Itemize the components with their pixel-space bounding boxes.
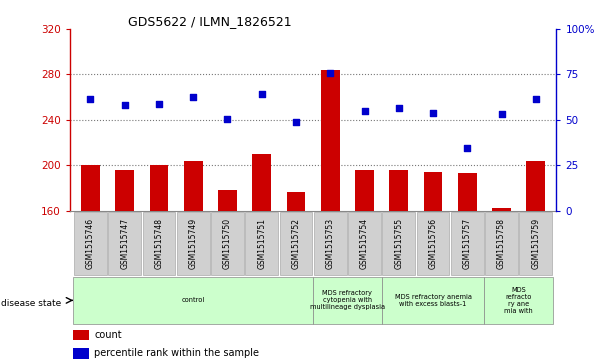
Point [497, 111, 506, 117]
FancyBboxPatch shape [177, 212, 210, 275]
FancyBboxPatch shape [74, 212, 107, 275]
Text: GDS5622 / ILMN_1826521: GDS5622 / ILMN_1826521 [128, 15, 292, 28]
Text: MDS
refracto
ry ane
mia with: MDS refracto ry ane mia with [504, 287, 533, 314]
Text: GSM1515748: GSM1515748 [154, 218, 164, 269]
FancyBboxPatch shape [348, 212, 381, 275]
Text: GSM1515752: GSM1515752 [291, 218, 300, 269]
FancyBboxPatch shape [382, 277, 485, 325]
Point [428, 110, 438, 116]
Bar [321, 70, 340, 211]
Text: disease state: disease state [1, 299, 61, 307]
Point [120, 102, 130, 108]
FancyBboxPatch shape [382, 212, 415, 275]
Text: control: control [182, 297, 205, 303]
Bar [458, 173, 477, 211]
Point [325, 70, 335, 76]
Text: GSM1515756: GSM1515756 [429, 218, 438, 269]
Text: MDS refractory anemia
with excess blasts-1: MDS refractory anemia with excess blasts… [395, 294, 472, 307]
Bar [492, 208, 511, 211]
FancyBboxPatch shape [108, 212, 141, 275]
Text: GSM1515751: GSM1515751 [257, 218, 266, 269]
Text: GSM1515758: GSM1515758 [497, 218, 506, 269]
Point [360, 108, 370, 114]
Text: GSM1515755: GSM1515755 [394, 218, 403, 269]
Text: GSM1515750: GSM1515750 [223, 218, 232, 269]
FancyBboxPatch shape [142, 212, 176, 275]
Bar [424, 172, 443, 211]
Bar [218, 190, 237, 211]
Bar [184, 160, 202, 211]
Bar [252, 154, 271, 211]
Text: GSM1515747: GSM1515747 [120, 218, 130, 269]
FancyBboxPatch shape [519, 212, 552, 275]
Text: GSM1515754: GSM1515754 [360, 218, 369, 269]
Bar [74, 348, 89, 359]
Bar [389, 170, 408, 211]
Point [257, 91, 266, 97]
Bar [81, 165, 100, 211]
FancyBboxPatch shape [211, 212, 244, 275]
FancyBboxPatch shape [314, 212, 347, 275]
Point [531, 97, 541, 102]
FancyBboxPatch shape [245, 212, 278, 275]
Point [86, 97, 95, 102]
FancyBboxPatch shape [485, 277, 553, 325]
Point [154, 101, 164, 107]
Text: GSM1515753: GSM1515753 [326, 218, 335, 269]
FancyBboxPatch shape [416, 212, 449, 275]
Bar [74, 330, 89, 340]
FancyBboxPatch shape [280, 212, 313, 275]
Point [463, 145, 472, 151]
Point [394, 106, 404, 111]
Text: GSM1515746: GSM1515746 [86, 218, 95, 269]
Text: GSM1515759: GSM1515759 [531, 218, 541, 269]
Point [291, 119, 301, 125]
FancyBboxPatch shape [74, 277, 313, 325]
Text: count: count [94, 330, 122, 340]
Point [223, 116, 232, 122]
Bar [527, 160, 545, 211]
Text: MDS refractory
cytopenia with
multilineage dysplasia: MDS refractory cytopenia with multilinea… [310, 290, 385, 310]
Text: GSM1515749: GSM1515749 [188, 218, 198, 269]
FancyBboxPatch shape [485, 212, 518, 275]
Point [188, 94, 198, 100]
Text: percentile rank within the sample: percentile rank within the sample [94, 348, 259, 358]
FancyBboxPatch shape [451, 212, 484, 275]
FancyBboxPatch shape [313, 277, 382, 325]
Bar [116, 170, 134, 211]
Bar [286, 192, 305, 211]
Bar [355, 170, 374, 211]
Text: GSM1515757: GSM1515757 [463, 218, 472, 269]
Bar [150, 165, 168, 211]
